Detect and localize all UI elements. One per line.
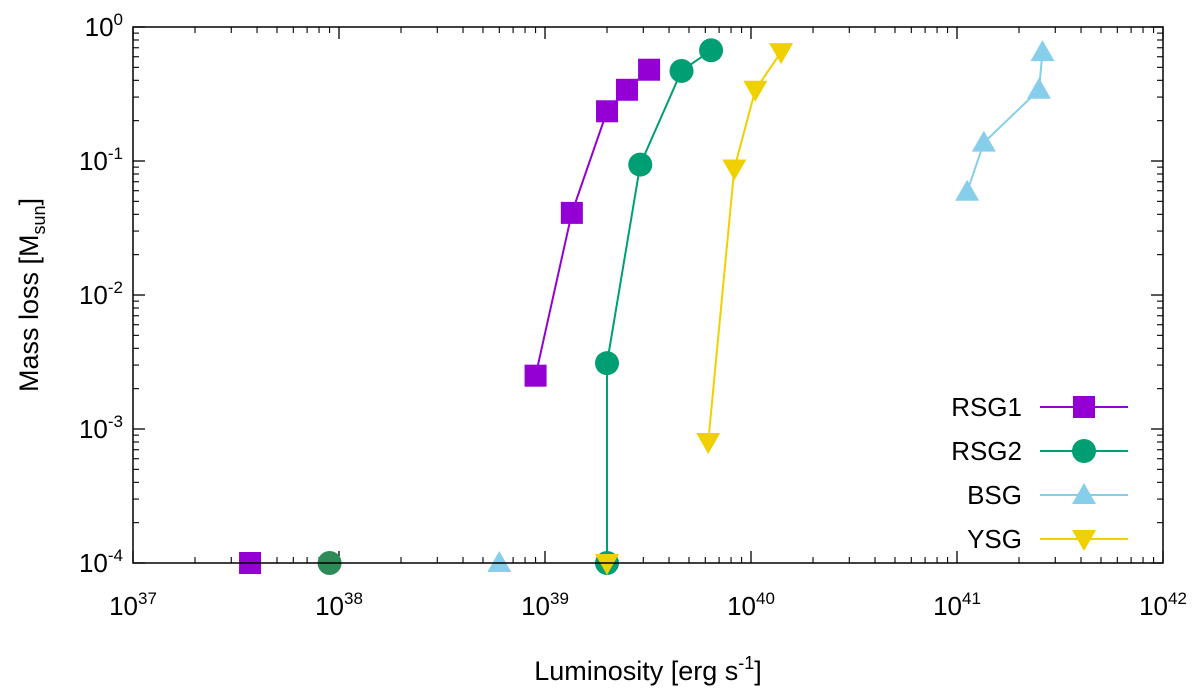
- tick-labels: 1037 1038 1039 1040 1041 1042 10-4 10-3 10-2 10-1…: [79, 10, 1187, 621]
- data-point-rsg1: [560, 201, 583, 224]
- data-point-ysg: [722, 159, 747, 181]
- data-point-ysg: [595, 554, 620, 575]
- x-axis-title-tail: ]: [754, 656, 762, 686]
- y-axis-title: Mass loss [Msun]: [14, 198, 49, 392]
- data-point-rsg1: [615, 78, 638, 101]
- data-point-rsg1: [638, 58, 661, 81]
- legend: RSG1 RSG2 BSG YSG: [951, 392, 1128, 554]
- legend-marker-bsg: [1072, 483, 1096, 504]
- x-axis-title-base: Luminosity [erg s: [534, 656, 738, 686]
- plot-frame: [132, 26, 1164, 564]
- data-point-rsg2: [699, 38, 724, 63]
- data-point-bsg: [955, 179, 980, 201]
- axis-ticks: [132, 26, 1164, 564]
- data-point-rsg2: [669, 58, 694, 83]
- x-tick-label: 1041: [933, 589, 981, 621]
- legend-item-ysg: YSG: [967, 524, 1128, 554]
- x-tick-label: 1040: [727, 589, 775, 621]
- series-ysg: [595, 43, 794, 575]
- data-point-rsg1: [524, 364, 547, 387]
- legend-label-bsg: BSG: [967, 480, 1022, 510]
- data-point-rsg2: [628, 152, 653, 177]
- legend-item-bsg: BSG: [967, 480, 1128, 510]
- data-point-bsg: [971, 130, 996, 152]
- legend-item-rsg2: RSG2: [951, 436, 1128, 466]
- series-rsg2: [317, 38, 724, 575]
- series-layer: [239, 38, 1055, 575]
- x-tick-label: 1037: [109, 589, 157, 621]
- x-axis-title: Luminosity [erg s-1]: [534, 653, 762, 686]
- y-axis-title-sub: sun: [29, 205, 49, 234]
- data-point-ysg: [769, 43, 794, 65]
- legend-item-rsg1: RSG1: [951, 392, 1128, 422]
- legend-marker-rsg2: [1072, 439, 1096, 463]
- y-axis-title-tail: ]: [14, 198, 44, 206]
- data-point-rsg1: [596, 100, 619, 123]
- y-tick-label: 100: [85, 10, 123, 42]
- data-point-bsg: [1030, 40, 1055, 62]
- data-point-bsg: [487, 551, 512, 572]
- y-tick-label: 10-3: [79, 412, 123, 444]
- legend-label-ysg: YSG: [967, 524, 1022, 554]
- legend-label-rsg2: RSG2: [951, 436, 1022, 466]
- data-point-bsg: [1026, 77, 1051, 99]
- series-line-rsg1: [534, 68, 650, 376]
- series-line-ysg: [707, 51, 782, 443]
- data-point-rsg2: [595, 351, 620, 376]
- legend-marker-rsg1: [1073, 396, 1095, 418]
- legend-label-rsg1: RSG1: [951, 392, 1022, 422]
- x-tick-label: 1039: [521, 589, 569, 621]
- y-axis-title-base: Mass loss [M: [14, 235, 44, 393]
- data-point-ysg: [696, 432, 721, 454]
- x-tick-label: 1038: [315, 589, 363, 621]
- y-tick-label: 10-2: [79, 278, 123, 310]
- series-rsg1: [239, 58, 661, 574]
- y-tick-label: 10-1: [79, 144, 123, 176]
- series-line-rsg2: [606, 49, 712, 563]
- legend-marker-ysg: [1072, 530, 1096, 551]
- x-axis-title-sup: -1: [738, 653, 754, 673]
- series-line-bsg: [966, 51, 1044, 193]
- x-tick-label: 1042: [1139, 589, 1187, 621]
- data-point-ysg: [743, 80, 768, 102]
- series-bsg: [487, 40, 1055, 572]
- y-tick-label: 10-4: [79, 546, 123, 578]
